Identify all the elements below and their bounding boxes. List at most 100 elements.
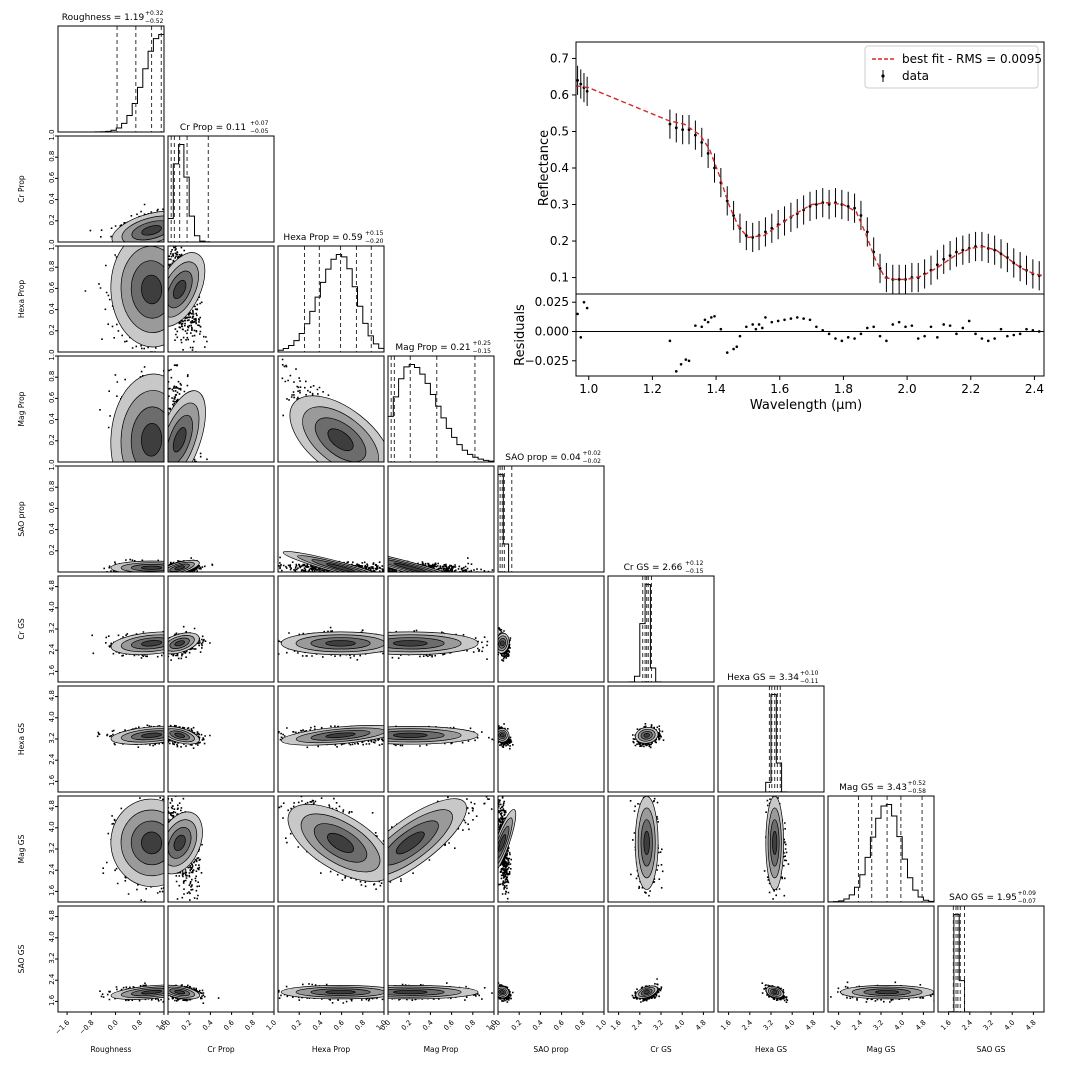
- contour-level: [393, 562, 427, 572]
- contour-level: [174, 990, 186, 995]
- y-tick-label: 3.2: [48, 732, 56, 743]
- residuals-plot: −0.025 0.000 0.025 Residuals 1.0 1.2 1.4 1.6 1.8…: [513, 293, 1045, 413]
- corner-panel-6-1: [167, 685, 275, 793]
- panel-title-plus: +0.10: [800, 670, 819, 677]
- contour-level: [395, 831, 425, 855]
- contour-level: [772, 990, 778, 995]
- panel-title-plus: +0.09: [1018, 890, 1037, 897]
- x-tick-label: 0.6: [442, 1018, 456, 1032]
- x-tick-label: 3.2: [762, 1019, 776, 1033]
- data-point: [859, 214, 863, 217]
- panel-frame: [167, 795, 275, 903]
- data-point: [942, 257, 946, 261]
- y-tick-label: 4.0: [48, 931, 56, 942]
- x-tick-label: 4.8: [914, 1019, 928, 1033]
- contour-level: [327, 832, 355, 853]
- x-tick-label: −0.8: [78, 1019, 96, 1037]
- y-axis-label: Mag Prop: [17, 391, 26, 426]
- residuals-axis-label: Residuals: [513, 304, 528, 366]
- contour-level: [499, 990, 505, 995]
- residual-point: [961, 326, 965, 330]
- histogram-0: [58, 33, 164, 132]
- panel-title-plus: +0.52: [908, 780, 927, 787]
- panel-frame: [57, 245, 165, 353]
- panel-frame: [277, 355, 385, 463]
- residual-point: [579, 336, 583, 339]
- y-tick-label: 1.6: [48, 664, 56, 676]
- corner-panel-5-4: [497, 575, 605, 683]
- residual-point: [986, 339, 990, 343]
- corner-panel-7-2: [277, 795, 385, 903]
- y-axis-label: Mag GS: [17, 834, 26, 863]
- corner-panel-6-6: Hexa GS = 3.34 +0.10−0.11: [717, 670, 825, 793]
- residual-point: [846, 336, 850, 339]
- contour-level: [172, 427, 187, 453]
- panel-title-minus: −0.05: [250, 128, 269, 135]
- panel-frame: [57, 575, 165, 683]
- panel-title-mag-prop: Mag Prop = 0.21: [395, 343, 470, 353]
- data-point: [700, 141, 704, 144]
- histogram-1: [168, 143, 274, 242]
- y-tick-label: 1.0: [48, 129, 56, 140]
- corner-panel-6-4: [497, 685, 605, 793]
- residual-point: [821, 329, 825, 332]
- y-tick-label: 0.6: [48, 501, 56, 513]
- x-tick-label: 0.8: [244, 1019, 258, 1033]
- y-tick-label: 0.6: [48, 171, 56, 183]
- data-point: [999, 252, 1003, 256]
- contour-level: [875, 990, 900, 995]
- panel-title-hexa-prop: Hexa Prop = 0.59: [283, 233, 362, 243]
- panel-frame: [57, 135, 165, 243]
- corner-panel-0-0: Roughness = 1.19 +0.32−0.52: [57, 10, 165, 133]
- x-tick-label: 3.2: [872, 1019, 886, 1033]
- panel-title-hexa-gs: Hexa GS = 3.34: [727, 673, 799, 683]
- x-tick-label: 4.8: [804, 1019, 818, 1033]
- corner-panel-5-1: [167, 575, 275, 683]
- data-point: [897, 277, 901, 281]
- residual-point: [1012, 333, 1016, 337]
- contour-level: [327, 428, 354, 452]
- y-tick-label: 0.6: [550, 88, 569, 102]
- x-axis-label: Roughness: [91, 1045, 132, 1054]
- y-tick-label: 2.4: [48, 973, 56, 985]
- x-tick-label: 1.6: [719, 1018, 733, 1032]
- contour-level: [141, 732, 163, 738]
- contour-level: [643, 732, 650, 738]
- y-tick-label: −0.025: [525, 354, 569, 368]
- panel-frame: [607, 685, 715, 793]
- panel-frame: [167, 465, 275, 573]
- corner-panel-6-3: [387, 685, 495, 793]
- corner-panel-8-1: 0.0 0.2 0.4 0.6 0.8 1.0Cr Prop: [159, 905, 278, 1054]
- residual-point: [1037, 330, 1041, 333]
- contour-level: [499, 640, 505, 647]
- x-tick-label: 0.2: [510, 1019, 524, 1033]
- x-tick-label: 0.4: [201, 1018, 215, 1032]
- histogram-8: [938, 913, 1044, 1012]
- data-point: [955, 250, 958, 254]
- corner-panel-5-0: 1.6 2.4 3.2 4.0 4.8 Cr GS: [17, 575, 165, 683]
- residual-point: [751, 323, 754, 326]
- residual-point: [936, 336, 939, 339]
- corner-panel-6-5: [607, 685, 715, 793]
- residual-point: [999, 327, 1003, 331]
- data-point: [935, 263, 939, 267]
- panel-frame: [277, 905, 385, 1013]
- data-point: [576, 78, 579, 82]
- y-tick-label: 1.6: [48, 994, 56, 1006]
- residual-point: [967, 319, 971, 323]
- residual-point: [993, 337, 996, 340]
- panel-title-minus: −0.15: [473, 348, 492, 355]
- contour-level: [643, 830, 650, 855]
- y-tick-label: 2.4: [48, 753, 56, 765]
- histogram-7: [828, 803, 934, 902]
- y-tick-label: 1.0: [48, 349, 56, 360]
- corner-panel-3-1: [167, 355, 275, 463]
- residual-point: [840, 339, 844, 343]
- residual-point: [757, 323, 761, 326]
- y-tick-label: 4.8: [48, 800, 56, 811]
- panel-title-minus: −0.15: [685, 568, 704, 575]
- x-tick-label: 0.2: [180, 1019, 194, 1033]
- y-tick-label: 4.8: [48, 580, 56, 591]
- corner-panel-7-4: [497, 795, 605, 903]
